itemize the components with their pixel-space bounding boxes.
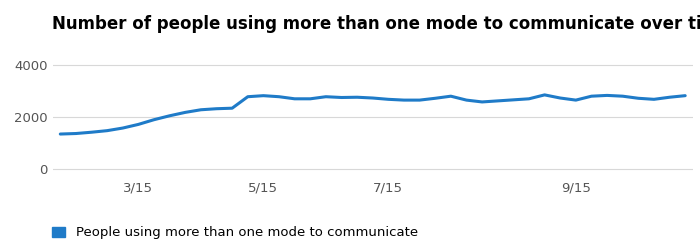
Legend: People using more than one mode to communicate: People using more than one mode to commu… (52, 226, 418, 239)
Text: Number of people using more than one mode to communicate over time: Number of people using more than one mod… (52, 15, 700, 33)
